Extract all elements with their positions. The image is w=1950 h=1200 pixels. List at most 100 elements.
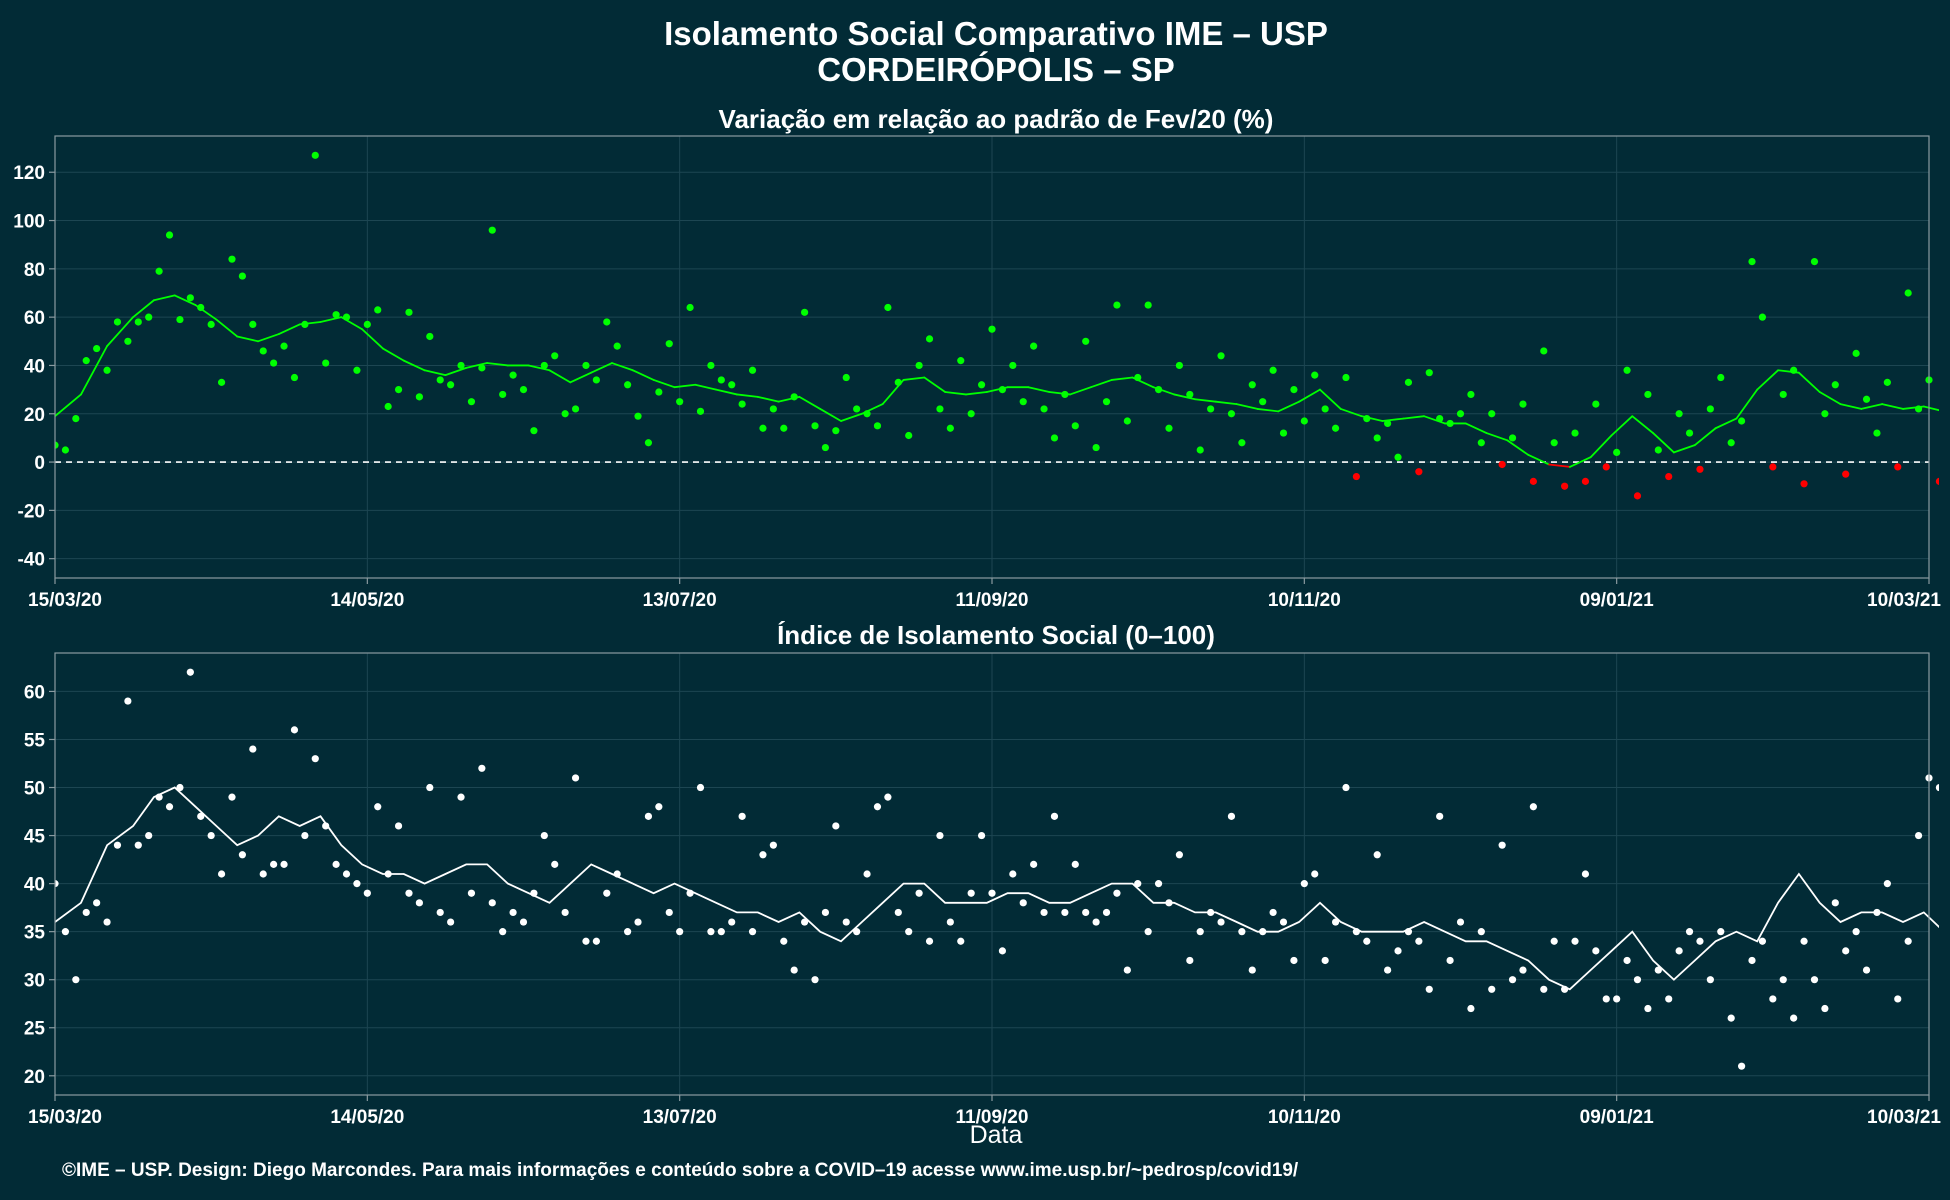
data-point (1862, 395, 1871, 403)
data-point (1415, 937, 1423, 945)
x-tick-label: 09/01/21 (1580, 590, 1654, 611)
data-point (134, 318, 142, 326)
data-point (1477, 928, 1485, 936)
data-point (1123, 417, 1131, 425)
data-point (957, 937, 965, 945)
data-point (1904, 937, 1912, 945)
data-point (1248, 966, 1256, 974)
data-point (103, 366, 111, 374)
moving-average-segment (694, 383, 718, 391)
data-point (915, 361, 923, 370)
data-point (1134, 373, 1142, 382)
data-point (894, 908, 902, 917)
data-point (1279, 429, 1288, 437)
moving-average-segment (944, 391, 967, 396)
data-point (1352, 928, 1360, 936)
moving-average-segment (756, 395, 780, 403)
data-point (1633, 492, 1642, 500)
moving-average-segment (1339, 408, 1363, 418)
data-point (1914, 405, 1923, 413)
data-point (1238, 928, 1246, 936)
data-point (1009, 870, 1017, 878)
data-point (1342, 783, 1350, 792)
data-point (1831, 381, 1839, 389)
data-point (436, 908, 444, 917)
data-point (1644, 390, 1652, 399)
data-point (905, 928, 913, 936)
data-point (1030, 860, 1038, 868)
data-point (1373, 434, 1381, 442)
data-point (1259, 398, 1267, 406)
data-point (728, 381, 736, 389)
data-point (1613, 995, 1621, 1003)
moving-average-segment (1735, 388, 1759, 420)
data-point (509, 908, 517, 917)
data-point (1477, 439, 1485, 447)
data-point (936, 405, 944, 413)
main-title-line1: Isolamento Social Comparativo IME – USP (664, 15, 1328, 52)
data-point (363, 889, 371, 897)
data-point (582, 937, 590, 945)
data-point (124, 337, 132, 345)
data-point (998, 386, 1007, 394)
data-point (499, 928, 507, 936)
data-point (1300, 417, 1308, 425)
data-point (1134, 880, 1142, 888)
data-point (1790, 1014, 1798, 1022)
moving-average-segment (1173, 393, 1196, 401)
data-point (977, 381, 986, 389)
data-point (842, 918, 850, 926)
data-point (603, 889, 611, 897)
data-point (1071, 422, 1079, 430)
data-point (1696, 465, 1704, 473)
data-point (592, 937, 600, 945)
moving-average-segment (277, 323, 301, 335)
data-point (61, 928, 70, 936)
data-point (1154, 880, 1163, 888)
moving-average-segment (673, 383, 697, 389)
data-point (1071, 860, 1079, 868)
data-point (488, 899, 496, 907)
data-point (957, 357, 965, 365)
data-point (301, 320, 309, 328)
data-point (55, 880, 59, 888)
data-point (790, 393, 798, 401)
y-tick-label: 20 (24, 405, 45, 426)
data-point (1384, 966, 1392, 974)
data-point (1935, 477, 1939, 485)
data-point (707, 928, 715, 936)
plot-area (55, 151, 1939, 500)
data-point (1456, 918, 1465, 926)
data-point (290, 726, 299, 734)
moving-average-segment (1818, 391, 1842, 405)
data-point (342, 313, 351, 321)
data-point (1436, 414, 1444, 423)
data-point (1186, 390, 1194, 399)
moving-average-segment (319, 316, 343, 323)
data-point (447, 381, 455, 389)
data-point (1373, 851, 1381, 859)
data-point (1790, 366, 1798, 374)
data-point (1321, 956, 1329, 965)
x-tick-label: 15/03/20 (28, 590, 102, 611)
data-point (1290, 956, 1298, 965)
data-point (259, 347, 267, 355)
data-point (1102, 398, 1111, 406)
data-point (655, 803, 663, 811)
x-axis-label: Data (970, 1121, 1023, 1149)
data-point (1550, 937, 1558, 945)
data-point (936, 831, 944, 840)
data-point (311, 755, 319, 763)
data-point (1352, 472, 1360, 481)
data-point (1467, 390, 1475, 399)
data-point (884, 303, 892, 312)
moving-average-segment (1527, 453, 1550, 466)
data-point (1529, 803, 1537, 811)
moving-average-segment (1797, 371, 1821, 393)
data-point (530, 427, 538, 435)
data-point (55, 441, 59, 449)
data-point (1154, 386, 1163, 394)
data-point (176, 315, 184, 324)
data-point (1196, 446, 1204, 454)
